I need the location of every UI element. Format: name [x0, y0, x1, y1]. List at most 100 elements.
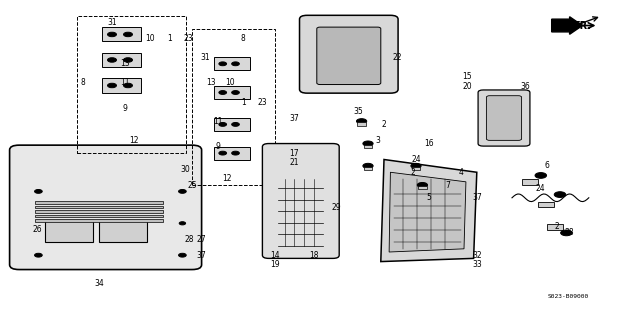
Circle shape [535, 173, 547, 178]
FancyBboxPatch shape [262, 144, 339, 258]
Text: 25: 25 [187, 181, 197, 189]
FancyBboxPatch shape [317, 27, 381, 85]
Text: 9: 9 [122, 104, 127, 113]
Circle shape [108, 32, 116, 37]
Text: 18: 18 [309, 251, 318, 260]
Circle shape [232, 151, 239, 155]
Bar [35, 201, 163, 204]
Circle shape [124, 58, 132, 62]
Circle shape [232, 62, 239, 66]
Text: 7: 7 [445, 181, 451, 189]
Circle shape [179, 222, 186, 225]
Text: FR.: FR. [573, 20, 591, 31]
Bar [214, 57, 250, 70]
Text: 35: 35 [353, 107, 364, 116]
Circle shape [124, 83, 132, 88]
Text: 13: 13 [120, 59, 130, 68]
Text: 12: 12 [130, 136, 139, 145]
Bar [418, 186, 427, 189]
Text: 30: 30 [180, 165, 191, 174]
Text: 11: 11 [213, 117, 222, 126]
Circle shape [417, 182, 428, 188]
Text: 32: 32 [472, 251, 482, 260]
Bar [214, 118, 250, 131]
Circle shape [232, 91, 239, 94]
Text: 28: 28 [184, 235, 193, 244]
Text: 26: 26 [32, 225, 42, 234]
Circle shape [561, 230, 572, 236]
Bar [214, 86, 250, 99]
Circle shape [219, 62, 227, 66]
Circle shape [232, 122, 239, 126]
Text: 23: 23 [257, 98, 268, 107]
Bar [102, 27, 141, 41]
Bar [35, 215, 163, 217]
Text: 8: 8 [81, 78, 86, 87]
Text: 2: 2 [554, 222, 559, 231]
Circle shape [219, 122, 227, 126]
Bar [522, 179, 538, 185]
Bar [364, 145, 372, 148]
FancyBboxPatch shape [10, 145, 202, 270]
Text: 1: 1 [167, 34, 172, 43]
Circle shape [35, 253, 42, 257]
Circle shape [179, 189, 186, 193]
Circle shape [108, 58, 116, 62]
Text: 33: 33 [472, 260, 482, 269]
Circle shape [554, 192, 566, 197]
Text: FR.: FR. [560, 20, 579, 31]
Circle shape [363, 141, 373, 146]
Circle shape [219, 91, 227, 94]
Text: 9: 9 [215, 142, 220, 151]
Polygon shape [389, 172, 466, 252]
Text: 24: 24 [536, 184, 546, 193]
FancyArrowPatch shape [569, 17, 598, 28]
FancyBboxPatch shape [300, 15, 398, 93]
Text: 22: 22 [392, 53, 401, 62]
Text: 6: 6 [545, 161, 550, 170]
Text: 16: 16 [424, 139, 434, 148]
Circle shape [179, 253, 186, 257]
Bar [364, 167, 372, 170]
FancyArrow shape [552, 17, 582, 34]
Text: 8: 8 [241, 34, 246, 43]
Text: 12: 12 [223, 174, 232, 183]
Circle shape [108, 83, 116, 88]
Text: 29: 29 [331, 203, 341, 212]
Text: 13: 13 [206, 78, 216, 87]
FancyBboxPatch shape [486, 96, 522, 140]
Bar [77, 16, 186, 153]
Text: 31: 31 [200, 53, 210, 62]
Circle shape [363, 163, 373, 168]
Text: 19: 19 [270, 260, 280, 269]
Bar [357, 122, 366, 126]
Text: 27: 27 [196, 235, 207, 244]
Text: 10: 10 [225, 78, 236, 87]
Text: 23: 23 [184, 34, 194, 43]
Bar [547, 224, 563, 230]
Text: 2: 2 [381, 120, 387, 129]
Text: 31: 31 [107, 18, 117, 27]
Bar [192, 29, 275, 185]
Text: 38: 38 [564, 228, 575, 237]
Text: 15: 15 [462, 72, 472, 81]
Text: 5: 5 [426, 193, 431, 202]
Text: 17: 17 [289, 149, 300, 158]
Text: 3: 3 [375, 136, 380, 145]
Text: 21: 21 [290, 158, 299, 167]
Text: FR.: FR. [555, 20, 573, 31]
Text: 10: 10 [145, 34, 156, 43]
Bar [412, 167, 420, 170]
Text: 1: 1 [241, 98, 246, 107]
Bar [102, 78, 141, 93]
Text: 2: 2 [410, 168, 415, 177]
Text: 36: 36 [520, 82, 530, 91]
Text: 11: 11 [120, 78, 129, 87]
Text: 37: 37 [196, 251, 207, 260]
Circle shape [411, 163, 421, 168]
Text: S023-B09000: S023-B09000 [547, 294, 588, 299]
Bar [538, 202, 554, 207]
Bar [45, 220, 93, 242]
Circle shape [124, 32, 132, 37]
Bar [35, 219, 163, 222]
